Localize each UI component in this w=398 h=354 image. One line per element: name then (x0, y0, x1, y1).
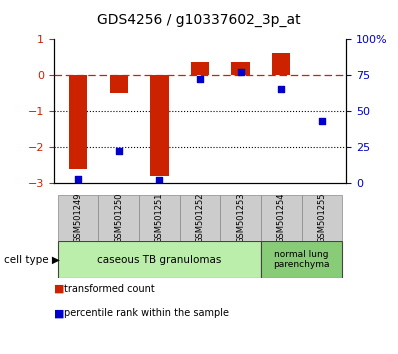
Bar (58, 195, 98, 241)
Bar (272, 53, 291, 75)
Text: GSM501254: GSM501254 (277, 193, 286, 243)
Point (278, 86, 285, 92)
Text: ■: ■ (54, 308, 64, 318)
Bar (98, 195, 139, 241)
Bar (69, 75, 87, 169)
Bar (139, 195, 179, 241)
Text: GDS4256 / g10337602_3p_at: GDS4256 / g10337602_3p_at (97, 12, 301, 27)
Bar (220, 195, 261, 241)
Text: GSM501249: GSM501249 (74, 193, 83, 243)
Point (197, 76, 203, 82)
Point (238, 69, 244, 75)
Bar (150, 75, 168, 176)
Bar (58, 241, 261, 278)
Point (319, 118, 325, 124)
Bar (179, 195, 220, 241)
Point (75, 176, 81, 182)
Text: GSM501251: GSM501251 (155, 193, 164, 243)
Text: caseous TB granulomas: caseous TB granulomas (97, 255, 222, 265)
Text: transformed count: transformed count (64, 284, 154, 293)
Text: GSM501252: GSM501252 (195, 193, 205, 243)
Bar (109, 75, 128, 93)
Text: GSM501253: GSM501253 (236, 193, 245, 244)
Text: normal lung
parenchyma: normal lung parenchyma (273, 250, 330, 269)
Text: percentile rank within the sample: percentile rank within the sample (64, 308, 229, 318)
Text: ■: ■ (54, 284, 64, 293)
Bar (302, 195, 342, 241)
Text: GSM501250: GSM501250 (114, 193, 123, 243)
Text: cell type ▶: cell type ▶ (4, 255, 60, 265)
Point (156, 177, 162, 183)
Bar (261, 241, 342, 278)
Point (115, 149, 122, 154)
Bar (232, 62, 250, 75)
Bar (191, 62, 209, 75)
Text: GSM501255: GSM501255 (317, 193, 326, 243)
Bar (261, 195, 302, 241)
